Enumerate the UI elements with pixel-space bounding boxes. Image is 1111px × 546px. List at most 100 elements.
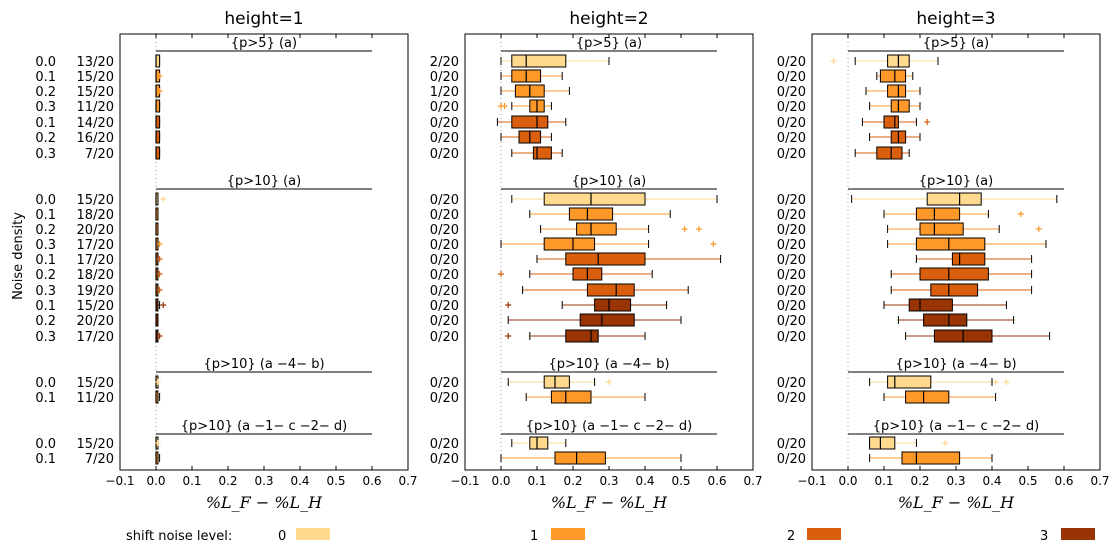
axes-frame [464, 33, 754, 471]
noise-density-label: 0.1 [35, 253, 56, 268]
noise-density-label: 0.1 [35, 116, 56, 131]
panel-title: height=3 [916, 9, 995, 29]
fail-count-label: 7/20 [85, 147, 114, 162]
box [879, 69, 907, 83]
group-title: {p>10} (a −1− c −2− d) [873, 419, 1040, 434]
group-title: {p>5} (a) [576, 36, 642, 51]
box [568, 207, 614, 221]
box-group: {p>10} (a −1− c −2− d) 0/200/20 [777, 419, 1064, 467]
box [554, 451, 606, 465]
fail-count-label: 0/20 [430, 391, 459, 406]
outlier-marker [924, 119, 931, 125]
fail-count-label: 0/20 [430, 193, 459, 208]
box-group: {p>5} (a)0/200/200/200/200/200/200/20 [777, 36, 1064, 162]
box-group: {p>10} (a −4− b) 0/200/20 [777, 357, 1064, 406]
box-group: {p>5} (a)2/200/201/200/200/200/200/20 [430, 36, 717, 162]
fail-count-label: 0/20 [777, 223, 806, 238]
fail-count-label: 0/20 [777, 437, 806, 452]
x-tick-label: 0.0 [491, 474, 510, 488]
fail-count-label: 2/20 [430, 55, 459, 70]
outlier-marker [505, 302, 512, 308]
group-title: {p>10} (a) [919, 174, 993, 189]
box [594, 298, 632, 312]
fail-count-label: 15/20 [77, 85, 114, 100]
noise-density-label: 0.3 [35, 330, 56, 345]
x-tick-label: 0.2 [563, 474, 582, 488]
group-title: {p>5} (a) [923, 36, 989, 51]
group-title: {p>5} (a) [231, 36, 297, 51]
fail-count-label: 0/20 [777, 85, 806, 100]
panel-title: height=2 [569, 9, 648, 29]
noise-density-label: 0.3 [35, 238, 56, 253]
group-title: {p>10} (a −1− c −2− d) [526, 419, 693, 434]
panel-title: height=1 [224, 9, 303, 29]
x-tick-label: 0.6 [362, 474, 381, 488]
outlier-marker [681, 226, 688, 232]
group-title: {p>10} (a) [227, 174, 301, 189]
x-tick-label: 0.7 [398, 474, 417, 488]
box-group: {p>10} (a −1− c −2− d) 0/200/20 [430, 419, 717, 467]
noise-density-label: 0.0 [35, 437, 56, 452]
noise-density-label: 0.1 [35, 452, 56, 467]
noise-density-label: 0.0 [35, 55, 56, 70]
fail-count-label: 0/20 [777, 131, 806, 146]
panel-1: height=1−0.1 0.0 0.1 0.2 0.3 0.4 0.5 0.6 0.7%L_F… [35, 9, 417, 512]
fail-count-label: 0/20 [777, 314, 806, 329]
x-tick-label: 0.0 [838, 474, 857, 488]
box-group: {p>10} (a −1− c −2− d) 0.0 15/20 0.1 7/20 [35, 419, 372, 467]
box-group: {p>10} (a −4− b) 0/200/20 [430, 357, 717, 406]
outlier-marker [156, 271, 163, 277]
fail-count-label: 0/20 [777, 452, 806, 467]
box [579, 313, 635, 327]
fail-count-label: 0/20 [777, 147, 806, 162]
box [532, 146, 552, 160]
x-tick-label: 0.5 [671, 474, 690, 488]
x-tick-label: 0.5 [326, 474, 345, 488]
fail-count-label: 19/20 [77, 284, 114, 299]
x-axis-label: %L_F − %L_H [551, 493, 668, 512]
outlier-marker [830, 58, 837, 64]
fail-count-label: 1/20 [430, 85, 459, 100]
noise-density-label: 0.2 [35, 314, 56, 329]
y-axis-label: Noise density [11, 212, 26, 300]
x-axis-label: %L_F − %L_H [898, 493, 1015, 512]
noise-density-label: 0.1 [35, 299, 56, 314]
box [511, 115, 549, 129]
x-tick-label: 0.4 [635, 474, 654, 488]
x-tick-label: 0.4 [982, 474, 1001, 488]
outlier-marker [606, 379, 612, 385]
box [923, 313, 968, 327]
x-tick-label: 0.1 [182, 474, 201, 488]
fail-count-label: 11/20 [77, 100, 114, 115]
fail-count-label: 0/20 [430, 314, 459, 329]
box-group: {p>5} (a) 0.0 13/20 0.1 15/20 0.2 15/20 0.3 11/2… [35, 36, 372, 162]
box [576, 222, 617, 236]
noise-density-label: 0.2 [35, 223, 56, 238]
fail-count-label: 0/20 [430, 116, 459, 131]
fail-count-label: 15/20 [77, 193, 114, 208]
legend-title: shift noise level: [126, 529, 232, 544]
fail-count-label: 17/20 [77, 238, 114, 253]
legend: shift noise level: 0 1 2 3 [126, 528, 1095, 544]
x-tick-label: 0.2 [218, 474, 237, 488]
box [883, 115, 899, 129]
fail-count-label: 0/20 [777, 391, 806, 406]
fail-count-label: 0/20 [777, 100, 806, 115]
outlier-marker [498, 271, 504, 277]
fail-count-label: 0/20 [430, 284, 459, 299]
outlier-marker [156, 73, 163, 79]
fail-count-label: 0/20 [430, 253, 459, 268]
outlier-marker [154, 440, 161, 446]
outlier-marker [156, 241, 163, 247]
box [869, 436, 896, 450]
legend-label: 1 [530, 529, 538, 544]
noise-density-label: 0.1 [35, 70, 56, 85]
fail-count-label: 0/20 [777, 268, 806, 283]
box [586, 283, 635, 297]
fail-count-label: 0/20 [430, 223, 459, 238]
box [511, 54, 567, 68]
x-tick-label: 0.3 [254, 474, 273, 488]
fail-count-label: 20/20 [77, 223, 114, 238]
noise-density-label: 0.0 [35, 376, 56, 391]
noise-density-label: 0.2 [35, 85, 56, 100]
